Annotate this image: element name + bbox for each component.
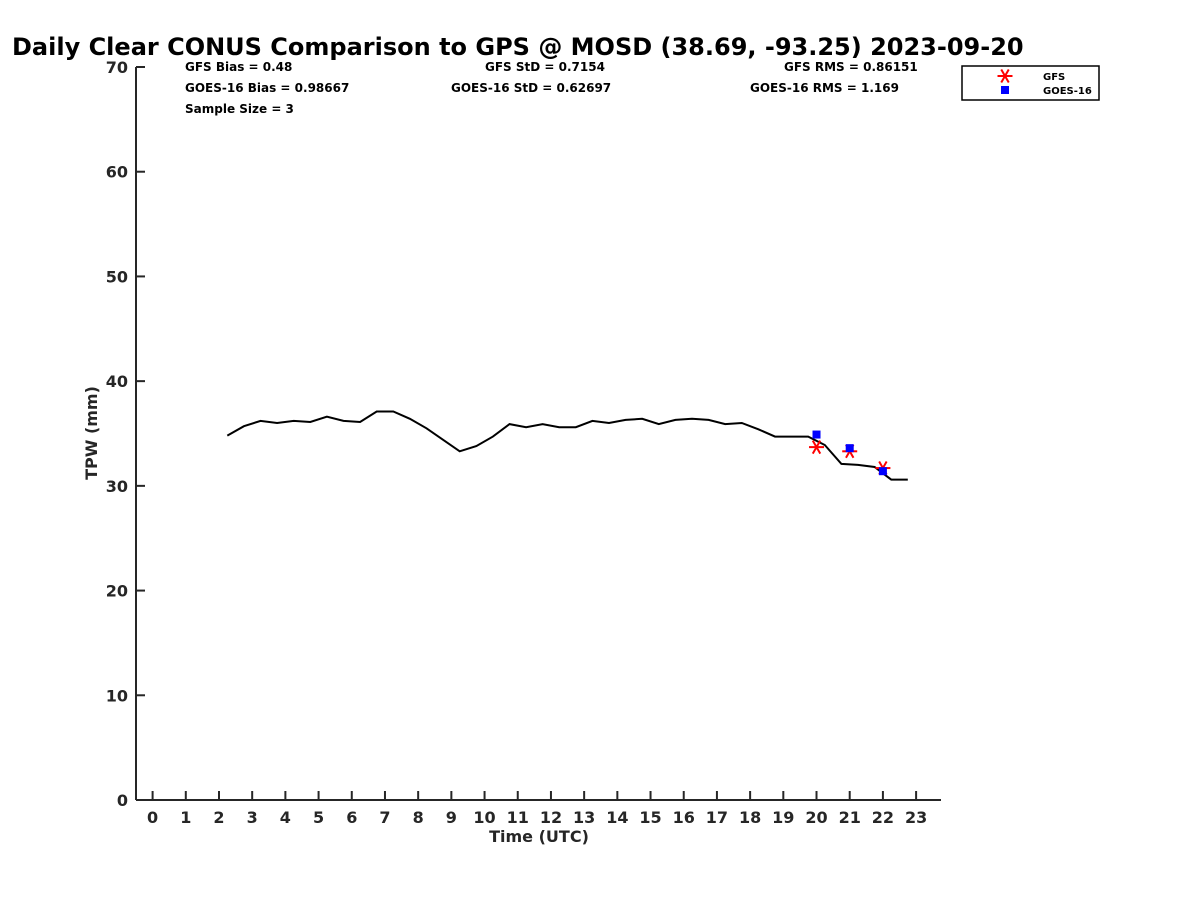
x-tick-label: 19 [772,808,794,827]
gfs-point [809,440,825,455]
x-tick-label: 17 [706,808,728,827]
legend-gfs-asterisk [997,69,1013,83]
x-tick-label: 16 [673,808,695,827]
goes-16-point [812,430,821,439]
data-series [226,410,908,481]
legend-goes-marker [1001,86,1009,94]
legend-goes-label: GOES-16 [1043,86,1092,97]
x-tick-label: 7 [379,808,390,827]
y-tick-label: 10 [106,686,128,705]
y-axis-label: TPW (mm) [82,386,101,480]
gps-tpw-line [226,410,908,481]
legend-gfs-marker [997,69,1013,83]
x-tick-label: 6 [346,808,357,827]
x-axis-label: Time (UTC) [489,827,589,846]
x-tick-label: 9 [446,808,457,827]
goes-16-point [878,467,887,476]
y-tick-label: 30 [106,477,128,496]
x-tick-label: 20 [805,808,827,827]
x-tick-label: 11 [507,808,529,827]
x-tick-label: 3 [247,808,258,827]
x-tick-label: 21 [839,808,861,827]
goes-bias-stat: GOES-16 Bias = 0.98667 [185,81,349,95]
gfs-bias-stat: GFS Bias = 0.48 [185,60,292,74]
chart-title: Daily Clear CONUS Comparison to GPS @ MO… [12,33,1024,61]
x-tick-label: 15 [639,808,661,827]
goes-16-point [845,444,854,453]
x-tick-label: 18 [739,808,761,827]
goes-rms-stat: GOES-16 RMS = 1.169 [750,81,899,95]
y-tick-label: 50 [106,267,128,286]
x-tick-label: 1 [180,808,191,827]
x-tick-label: 4 [280,808,291,827]
x-tick-label: 13 [573,808,595,827]
axes [135,67,941,801]
x-tick-label: 0 [147,808,158,827]
x-tick-label: 14 [606,808,628,827]
y-tick-label: 20 [106,582,128,601]
x-tick-label: 2 [213,808,224,827]
x-tick-label: 12 [540,808,562,827]
gfs-rms-stat: GFS RMS = 0.86151 [784,60,918,74]
y-tick-label: 0 [117,791,128,810]
y-tick-label: 60 [106,163,128,182]
legend-gfs-label: GFS [1043,72,1065,83]
y-tick-label: 70 [106,58,128,77]
tick-marks: 0 1 2 3 4 5 6 7 8 9 10 11 12 13 14 15 16 17 18 19 20 21 22 2301… [106,58,928,827]
sample-size-stat: Sample Size = 3 [185,102,294,116]
x-tick-label: 5 [313,808,324,827]
legend: GFS GOES-16 [961,65,1100,101]
goes-std-stat: GOES-16 StD = 0.62697 [451,81,611,95]
x-tick-label: 23 [905,808,927,827]
x-tick-label: 22 [872,808,894,827]
x-tick-label: 10 [473,808,495,827]
gfs-std-stat: GFS StD = 0.7154 [485,60,605,74]
y-tick-label: 40 [106,372,128,391]
x-tick-label: 8 [413,808,424,827]
legend-box [961,65,1100,101]
